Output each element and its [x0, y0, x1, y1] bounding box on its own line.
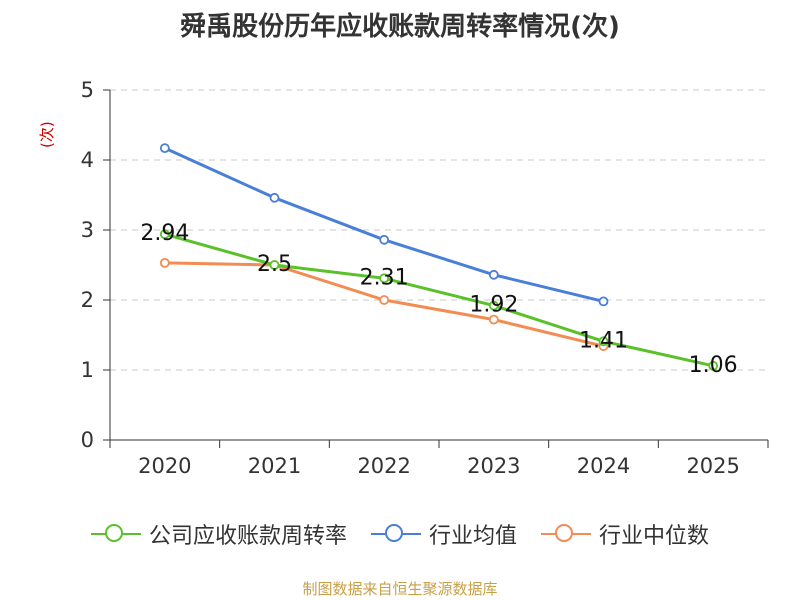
- point-industry-median-2023[interactable]: [488, 314, 499, 325]
- legend-marker-industry-mean: [370, 522, 421, 546]
- chart-title: 舜禹股份历年应收账款周转率情况(次): [180, 12, 620, 42]
- point-company-2024[interactable]: [598, 336, 609, 347]
- legend-marker-industry-median: [541, 522, 591, 546]
- y-tick-label-2: 2: [81, 288, 94, 312]
- y-tick-label-0: 0: [81, 428, 94, 452]
- point-industry-mean-2024[interactable]: [598, 296, 609, 307]
- data-label-company-2025: 1.06: [689, 353, 738, 378]
- point-industry-mean-2021[interactable]: [269, 192, 280, 203]
- point-industry-mean-2023[interactable]: [488, 269, 499, 280]
- data-label-company-2020: 2.94: [140, 221, 189, 246]
- legend-label-industry-mean: 行业均值: [428, 524, 517, 549]
- y-tick-label-1: 1: [81, 358, 94, 382]
- point-industry-median-2020[interactable]: [159, 257, 170, 268]
- x-tick-label-2021: 2021: [248, 454, 301, 478]
- x-tick-label-2025: 2025: [686, 454, 739, 478]
- legend-item-industry-mean[interactable]: 行业均值: [370, 518, 517, 550]
- point-industry-median-2022[interactable]: [379, 295, 390, 305]
- point-industry-mean-2022[interactable]: [379, 234, 390, 245]
- data-label-company-2022: 2.31: [360, 265, 409, 290]
- series-line-company: [164, 232, 714, 368]
- data-label-company-2021: 2.5: [257, 252, 292, 277]
- data-label-company-2023: 1.92: [469, 293, 518, 318]
- legend-marker-company: [90, 522, 141, 546]
- point-industry-mean-2020[interactable]: [159, 143, 170, 154]
- legend-label-industry-median: 行业中位数: [599, 524, 710, 549]
- y-axis-label: (次): [38, 121, 56, 148]
- point-company-2021[interactable]: [269, 260, 280, 270]
- x-tick-label-2023: 2023: [467, 454, 520, 478]
- legend-label-company: 公司应收账款周转率: [148, 524, 347, 549]
- x-tick-label-2020: 2020: [138, 454, 191, 478]
- point-company-2023[interactable]: [488, 300, 499, 311]
- legend: 公司应收账款周转率 行业均值 行业中位数: [0, 518, 800, 550]
- point-company-2025[interactable]: [708, 360, 719, 371]
- data-source-note: 制图数据来自恒生聚源数据库: [302, 580, 498, 598]
- point-company-2020[interactable]: [159, 229, 170, 240]
- data-label-company-2024: 1.41: [579, 328, 628, 353]
- x-tick-label-2024: 2024: [577, 454, 630, 478]
- legend-item-company[interactable]: 公司应收账款周转率: [90, 518, 347, 550]
- x-tick-label-2022: 2022: [357, 454, 410, 478]
- y-tick-label-5: 5: [81, 78, 94, 102]
- y-tick-label-4: 4: [81, 148, 94, 172]
- legend-item-industry-median[interactable]: 行业中位数: [541, 518, 709, 550]
- y-tick-label-3: 3: [81, 218, 94, 242]
- point-company-2022[interactable]: [379, 273, 390, 284]
